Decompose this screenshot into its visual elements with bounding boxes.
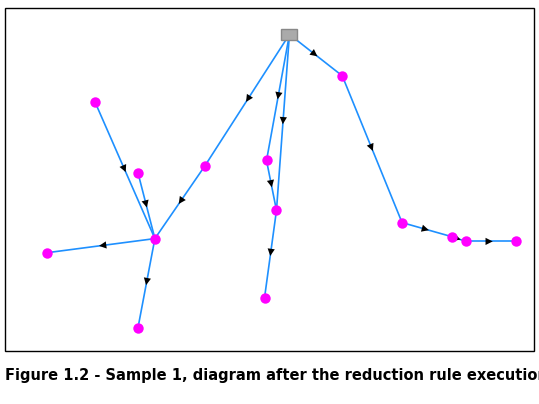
Bar xyxy=(281,29,298,40)
Text: Figure 1.2 - Sample 1, diagram after the reduction rule execution: Figure 1.2 - Sample 1, diagram after the… xyxy=(5,368,539,383)
